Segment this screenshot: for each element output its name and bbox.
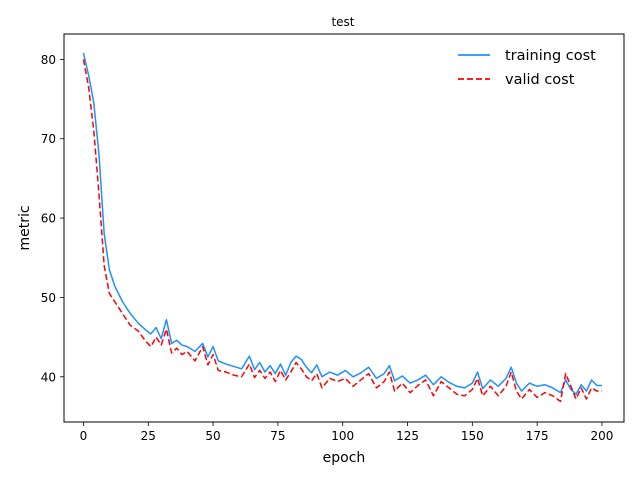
legend-label: training cost	[505, 48, 596, 64]
y-axis-ticks: 40 50 60 70 80	[41, 53, 64, 384]
chart-title: test	[331, 15, 354, 29]
y-tick-label: 40	[41, 370, 56, 384]
series-line-2	[82, 59, 602, 403]
y-tick-label: 80	[41, 53, 56, 67]
x-tick-label: 150	[461, 429, 484, 443]
x-tick-label: 75	[270, 429, 285, 443]
y-axis-label: metric	[17, 205, 33, 250]
series-layer	[82, 52, 602, 403]
x-tick-label: 50	[205, 429, 220, 443]
x-axis-label: epoch	[323, 450, 366, 466]
y-tick-label: 70	[41, 132, 56, 146]
x-tick-label: 200	[591, 429, 614, 443]
x-axis-ticks: 0 25 50 75 100 125 150 175 200	[80, 422, 614, 443]
legend: training cost valid cost	[458, 48, 596, 88]
plot-frame	[63, 33, 625, 423]
x-tick-label: 100	[331, 429, 354, 443]
legend-label: valid cost	[505, 72, 575, 88]
series-line-1	[82, 52, 602, 395]
x-tick-label: 175	[526, 429, 549, 443]
x-tick-label: 25	[141, 429, 156, 443]
x-tick-label: 125	[396, 429, 419, 443]
y-tick-label: 50	[41, 291, 56, 305]
x-tick-label: 0	[80, 429, 88, 443]
y-tick-label: 60	[41, 212, 56, 226]
